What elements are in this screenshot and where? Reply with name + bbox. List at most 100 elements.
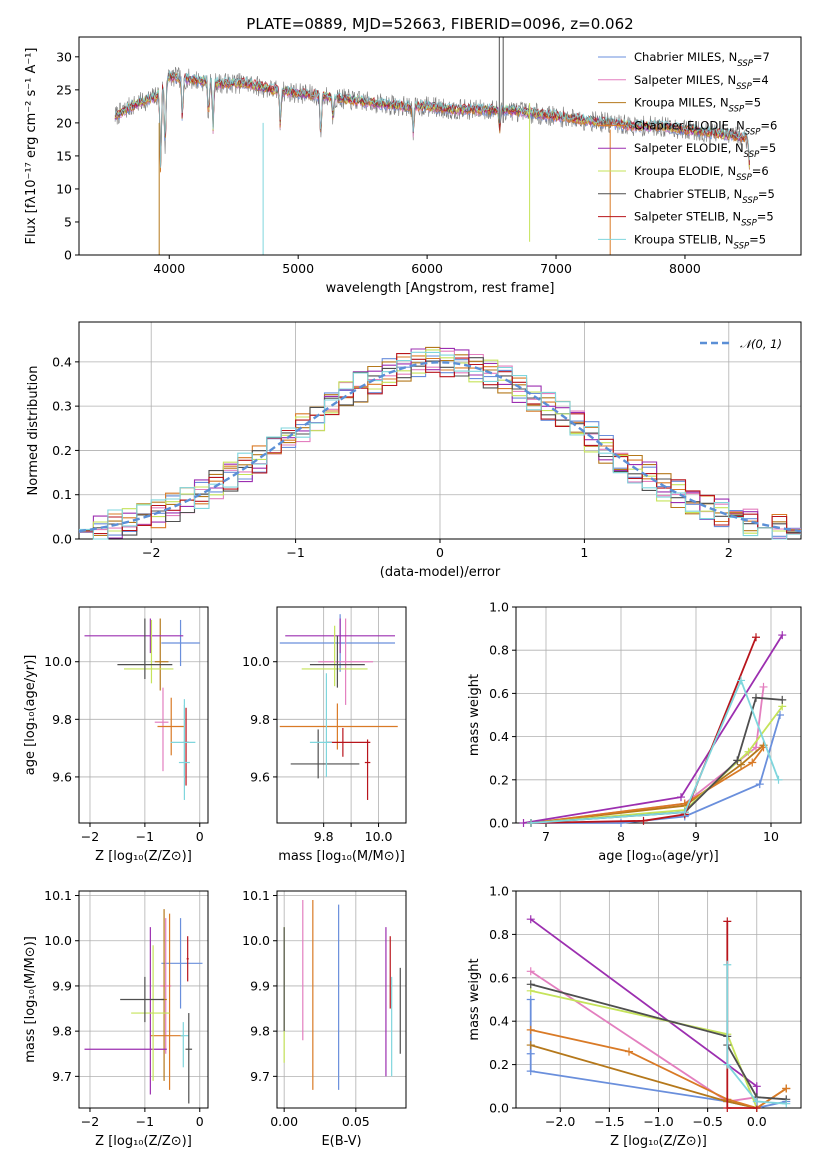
mass-weight-marker [723, 917, 732, 926]
y-axis-label: mass weight [467, 958, 482, 1040]
axes-frame [276, 606, 407, 824]
y-tick-label: 9.9 [250, 978, 270, 993]
x-axis-label: age [log₁₀(age/yr)] [598, 849, 719, 864]
y-axis-label: mass [log₁₀(M/M⊙)] [23, 936, 38, 1063]
y-tick-label: 0.0 [489, 816, 509, 831]
normal-distribution-curve [78, 361, 802, 533]
mass-weight-marker [778, 631, 787, 640]
y-tick-label: 30 [56, 49, 72, 64]
figure-title: PLATE=0889, MJD=52663, FIBERID=0096, z=0… [246, 15, 633, 33]
x-tick-label: −2 [81, 1114, 99, 1129]
y-tick-label: 9.7 [52, 1069, 72, 1084]
x-axis-label: E(B-V) [321, 1134, 361, 1149]
x-tick-label: 0 [196, 1114, 204, 1129]
y-tick-label: 0.4 [52, 354, 72, 369]
x-axis-label: Z [log₁₀(Z/Z⊙)] [95, 1134, 192, 1149]
mass-weight-marker [526, 1049, 535, 1058]
y-tick-label: 0.6 [489, 686, 509, 701]
mass-weight-marker [526, 995, 535, 1004]
y-tick-label: 10.0 [242, 654, 270, 669]
y-tick-label: 9.8 [52, 712, 72, 727]
x-axis-label: mass [log₁₀(M/M⊙)] [278, 849, 405, 864]
y-tick-label: 0.6 [489, 970, 509, 985]
x-tick-label: 9.8 [314, 829, 334, 844]
x-tick-label: 10 [763, 829, 779, 844]
mass-vs-Z-panel: −2 −1 0 9.7 9.8 9.9 10.0 10.1 Z [log₁₀(Z/Z⊙)] mas… [23, 888, 209, 1149]
residual-histogram [79, 351, 801, 540]
x-tick-label: −1 [136, 829, 154, 844]
x-tick-label: −1.0 [643, 1114, 673, 1129]
x-tick-label: 0 [436, 545, 444, 560]
mass-weight-marker [526, 1067, 535, 1076]
x-tick-label: −0.5 [692, 1114, 722, 1129]
legend-entry: Salpeter ELODIE, NSSP=5 [634, 141, 776, 160]
y-tick-label: 0.4 [489, 729, 509, 744]
y-tick-label: 25 [56, 82, 72, 97]
axes-frame [78, 890, 209, 1109]
y-tick-label: 0.0 [52, 532, 72, 547]
mass-weight-marker [526, 1041, 535, 1050]
x-tick-label: −2.0 [545, 1114, 575, 1129]
x-tick-label: 6000 [411, 261, 443, 276]
y-tick-label: 10.1 [242, 888, 270, 903]
mass-weight-marker [752, 743, 760, 752]
age-vs-mass-panel: 9.8 10.0 9.6 9.8 10.0 mass [log₁₀(M/M⊙)] [242, 606, 407, 864]
mass-weight-marker [526, 1025, 535, 1034]
mass-weight-line [530, 677, 780, 824]
mass-weight-marker [774, 775, 783, 784]
residual-histogram [79, 353, 801, 535]
observed-spectrum-line [114, 66, 750, 170]
spectrum-legend: Chabrier MILES, NSSP=7 Salpeter MILES, NS… [598, 50, 777, 251]
y-tick-label: 5 [64, 214, 72, 229]
mass-vs-EBV-panel: 0.00 0.05 9.7 9.8 9.9 10.0 10.1 E(B-V) [242, 888, 407, 1149]
mass-weight-marker [737, 676, 745, 685]
legend-entry: Salpeter MILES, NSSP=4 [634, 73, 769, 92]
y-tick-label: 1.0 [489, 884, 509, 899]
x-tick-label: 7 [542, 829, 550, 844]
x-tick-label: 7000 [540, 261, 572, 276]
x-axis-label: Z [log₁₀(Z/Z⊙)] [95, 849, 192, 864]
massweight-vs-age-panel: 7 8 9 10 0.0 0.2 0.4 0.6 0.8 1.0 age [log₁₀(age/yr… [467, 600, 802, 864]
x-tick-label: 5000 [282, 261, 314, 276]
spectrum-panel: 4000 5000 6000 7000 8000 0 5 10 15 20 25 30 waveleng… [24, 36, 802, 296]
mass-weight-marker [744, 747, 753, 756]
mass-weight-marker [723, 960, 732, 969]
y-tick-label: 9.7 [250, 1069, 270, 1084]
mass-weight-marker [526, 967, 535, 976]
y-tick-label: 0.4 [489, 1014, 509, 1029]
spectrum-lines [114, 37, 750, 255]
y-tick-label: 0.2 [489, 772, 509, 787]
mass-weight-line [530, 636, 757, 824]
legend-entry: Chabrier ELODIE, NSSP=6 [634, 118, 777, 137]
mass-weight-marker [677, 793, 685, 802]
mass-weight-marker [737, 760, 745, 769]
y-axis-label: age [log₁₀(age/yr)] [23, 655, 38, 776]
x-tick-label: 4000 [153, 261, 185, 276]
axes-frame [78, 321, 802, 540]
y-tick-label: 1.0 [489, 600, 509, 615]
x-tick-label: −2 [142, 545, 160, 560]
mass-weight-marker [752, 693, 760, 702]
y-tick-label: 0.8 [489, 927, 509, 942]
age-vs-Z-panel: −2 −1 0 9.6 9.8 10.0 Z [log₁₀(Z/Z⊙)] age [log₁₀… [23, 606, 209, 864]
model-spectrum-line [114, 70, 750, 168]
axes-frame [276, 890, 407, 1109]
mass-weight-line [523, 634, 784, 824]
x-axis-label: (data-model)/error [380, 565, 501, 580]
mass-weight-marker [752, 1082, 761, 1091]
x-tick-label: 8 [617, 829, 625, 844]
y-tick-label: 0 [64, 248, 72, 263]
y-tick-label: 0.1 [52, 487, 72, 502]
mass-weight-marker [526, 915, 535, 924]
legend-entry: Kroupa MILES, NSSP=5 [634, 96, 761, 115]
mass-weight-marker [625, 1047, 634, 1056]
axes-frame [515, 890, 802, 1109]
mass-weight-marker [752, 1097, 761, 1106]
axes-frame [78, 36, 802, 256]
x-axis-label: Z [log₁₀(Z/Z⊙)] [610, 1134, 707, 1149]
y-tick-label: 9.6 [52, 769, 72, 784]
axes-frame [78, 606, 209, 824]
y-tick-label: 9.9 [52, 978, 72, 993]
mass-weight-line [530, 696, 783, 824]
